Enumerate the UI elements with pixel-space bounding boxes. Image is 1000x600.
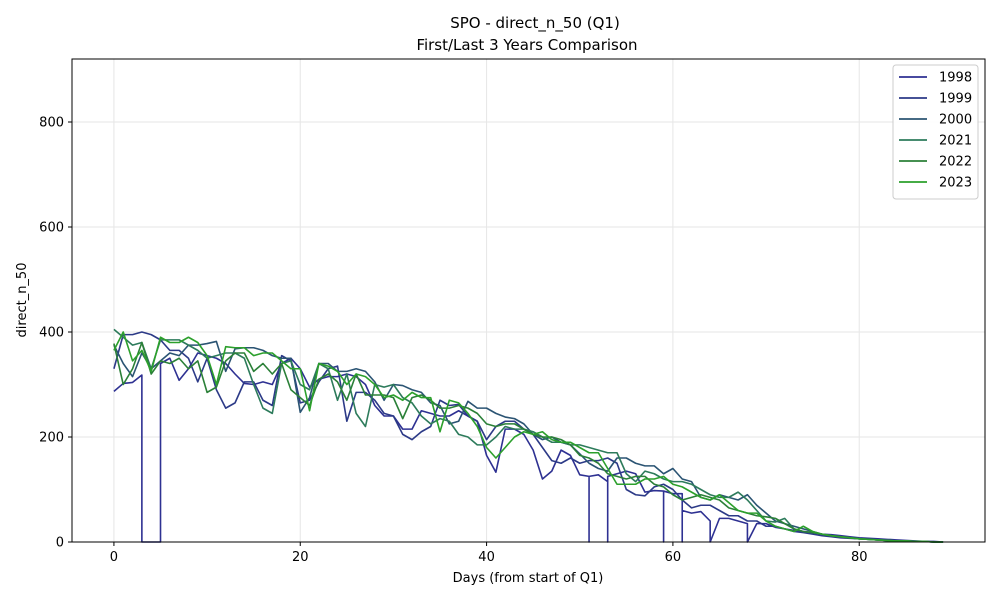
x-tick-label: 60 <box>665 550 682 565</box>
plot-area-frame <box>71 58 986 543</box>
series-line-2021 <box>113 328 944 543</box>
grid <box>72 59 985 543</box>
chart-title: SPO - direct_n_50 (Q1) <box>450 14 620 33</box>
y-tick-label: 400 <box>39 326 64 341</box>
y-tick-label: 800 <box>39 116 64 131</box>
series-line-2023 <box>113 331 944 543</box>
y-axis-label: direct_n_50 <box>15 263 30 338</box>
legend-label-1998: 1998 <box>939 71 972 86</box>
x-axis-label: Days (from start of Q1) <box>453 571 604 586</box>
y-tick-label: 600 <box>39 221 64 236</box>
legend-label-2000: 2000 <box>939 113 972 128</box>
y-tick-label: 200 <box>39 431 64 446</box>
legend: 1998 1999 2000 2021 2022 2023 <box>892 64 979 200</box>
legend-label-2023: 2023 <box>939 176 972 191</box>
series-line-2000 <box>113 340 944 543</box>
series-line-2022 <box>113 341 944 543</box>
legend-label-2021: 2021 <box>939 134 972 149</box>
series-line-1998 <box>113 352 944 543</box>
y-tick-label: 0 <box>56 536 64 551</box>
chart-subtitle: First/Last 3 Years Comparison <box>416 36 637 54</box>
x-tick-label: 20 <box>292 550 309 565</box>
legend-label-1999: 1999 <box>939 92 972 107</box>
x-tick-label: 0 <box>110 550 118 565</box>
legend-label-2022: 2022 <box>939 155 972 170</box>
x-tick-label: 80 <box>851 550 868 565</box>
plot-lines <box>113 328 944 543</box>
x-tick-label: 40 <box>478 550 495 565</box>
